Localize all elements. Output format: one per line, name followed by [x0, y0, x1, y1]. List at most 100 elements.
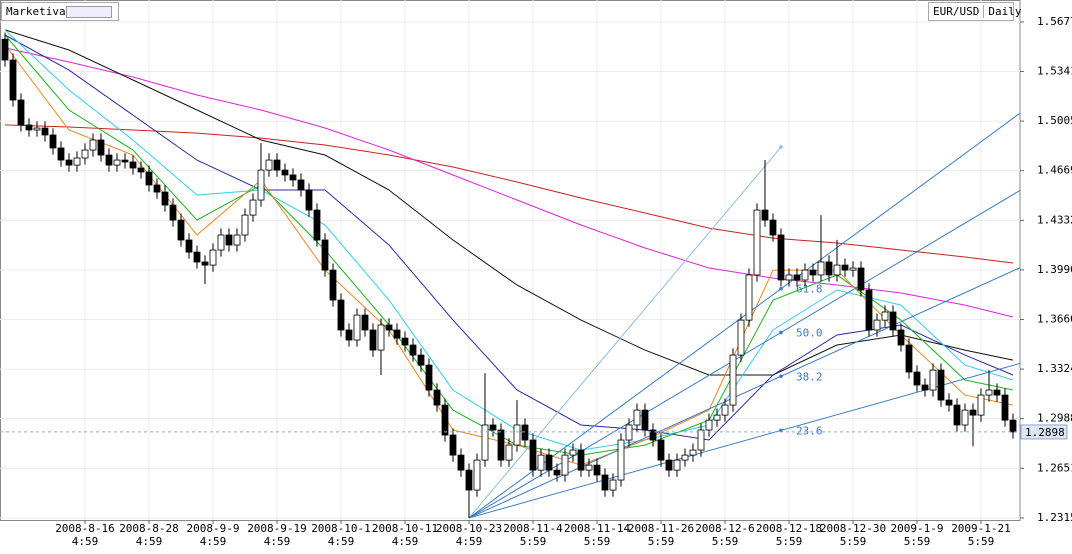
candle-body	[465, 469, 473, 491]
candle-body	[713, 414, 721, 421]
x-tick-label: 2008-11-14 5:59	[563, 522, 631, 548]
candle-body	[993, 389, 1001, 396]
candle-body	[633, 409, 641, 426]
candle-body	[705, 419, 713, 431]
candle-body	[305, 189, 313, 211]
candle-body	[97, 139, 105, 156]
fib-fan-line	[468, 190, 1021, 519]
candle-body	[793, 274, 801, 281]
candle-body	[921, 384, 929, 391]
x-tick-label: 2009-1-9 5:59	[890, 522, 944, 548]
selector[interactable]	[66, 6, 112, 18]
candle-body	[281, 169, 289, 176]
candle-body	[113, 159, 121, 166]
candle-body	[825, 261, 833, 276]
x-tick-label: 2008-11-4 5:59	[503, 522, 563, 548]
candle-body	[481, 424, 489, 461]
candle-body	[849, 267, 857, 271]
candle-body	[657, 439, 665, 461]
candle-body	[833, 264, 841, 276]
x-tick-label: 2008-9-19 4:59	[247, 522, 307, 548]
candle-body	[777, 234, 785, 281]
candle-body	[345, 329, 353, 341]
candle-body	[201, 261, 209, 266]
candle-body	[321, 239, 329, 271]
last-price-label: 1.2898	[1025, 426, 1065, 439]
fib-fan-line	[468, 112, 1021, 519]
candle-body	[241, 214, 249, 236]
candle-body	[25, 124, 33, 131]
candle-body	[489, 424, 497, 431]
app-box: Marketiva	[1, 2, 119, 21]
candle-body	[289, 174, 297, 181]
candle-body	[209, 249, 217, 266]
fib-main-line	[468, 146, 782, 519]
candle-body	[337, 299, 345, 331]
candle-body	[9, 59, 17, 101]
candle-body	[217, 234, 225, 251]
candle-body	[193, 251, 201, 263]
candle-body	[497, 429, 505, 461]
fib-label: 61.8	[796, 283, 823, 296]
candle-body	[417, 354, 425, 366]
candle-body	[537, 454, 545, 471]
candle-body	[553, 469, 561, 476]
candle-body	[937, 369, 945, 401]
candle-body	[569, 449, 577, 456]
candle-body	[273, 159, 281, 171]
x-tick-label: 2008-10-11 4:59	[371, 522, 439, 548]
x-tick-label: 2008-8-16 4:59	[55, 522, 115, 548]
candle-body	[233, 234, 241, 246]
candle-body	[913, 371, 921, 386]
candle-body	[57, 147, 65, 161]
candle-body	[17, 99, 25, 126]
candle-body	[753, 209, 761, 276]
plot-area	[0, 0, 1021, 521]
candle-body	[721, 404, 729, 416]
candle-body	[49, 134, 57, 149]
candle-body	[1009, 419, 1017, 433]
fib-dot	[779, 428, 783, 433]
candle-body	[697, 429, 705, 451]
candle-body	[153, 184, 161, 193]
y-tick-label: 1.2988	[1037, 412, 1072, 425]
moving-average	[4, 124, 1014, 264]
candle-body	[65, 159, 73, 166]
x-tick-label: 2008-9-9 4:59	[186, 522, 240, 548]
candle-body	[665, 459, 673, 471]
candle-body	[129, 161, 137, 169]
x-tick-label: 2008-10-23 4:59	[435, 522, 503, 548]
candle-body	[801, 269, 809, 281]
candle-body	[505, 444, 513, 461]
fib-dot	[779, 374, 783, 379]
candle-body	[929, 369, 937, 391]
candle-body	[473, 459, 481, 491]
candle-body	[585, 464, 593, 471]
candle-body	[169, 204, 177, 221]
candle-body	[425, 364, 433, 391]
y-tick-label: 1.2315	[1037, 511, 1072, 524]
candle-body	[313, 209, 321, 241]
candle-body	[761, 209, 769, 221]
candle-body	[353, 314, 361, 341]
candle-body	[945, 399, 953, 406]
candle-body	[865, 289, 873, 331]
candle-body	[177, 219, 185, 241]
candle-body	[369, 329, 377, 351]
candle-body	[361, 314, 369, 331]
candle-body	[89, 139, 97, 151]
candle-body	[433, 389, 441, 406]
candle-body	[297, 179, 305, 191]
x-tick-label: 2008-11-26 5:59	[627, 522, 695, 548]
y-tick-label: 1.5005	[1037, 114, 1072, 127]
candle-body	[265, 159, 273, 171]
candle-body	[401, 337, 409, 346]
candle-body	[889, 311, 897, 331]
candle-body	[385, 324, 393, 331]
candle-body	[897, 329, 905, 346]
candle-body	[673, 459, 681, 471]
